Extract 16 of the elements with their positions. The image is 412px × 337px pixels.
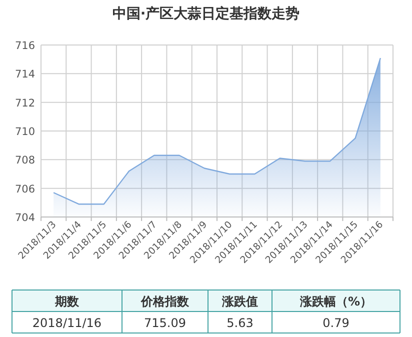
text: 715.09 xyxy=(144,316,186,330)
text: 涨跌值 xyxy=(221,294,258,308)
text: 涨跌幅（%） xyxy=(298,294,372,308)
text: 价格指数 xyxy=(140,294,190,308)
y-tick-label: 708 xyxy=(14,154,35,167)
y-tick-label: 716 xyxy=(14,40,36,52)
text: 2018/11/16 xyxy=(32,316,102,330)
text: 5.63 xyxy=(226,316,254,330)
y-tick-label: 714 xyxy=(14,68,36,81)
text: 0.79 xyxy=(322,316,350,330)
chart-title: 中国·产区大蒜日定基指数走势 xyxy=(112,5,300,22)
y-tick-label: 704 xyxy=(14,212,36,224)
y-tick-label: 712 xyxy=(14,97,35,110)
text: 期数 xyxy=(54,294,80,308)
y-tick-label: 706 xyxy=(14,183,36,196)
y-tick-label: 710 xyxy=(14,126,35,138)
